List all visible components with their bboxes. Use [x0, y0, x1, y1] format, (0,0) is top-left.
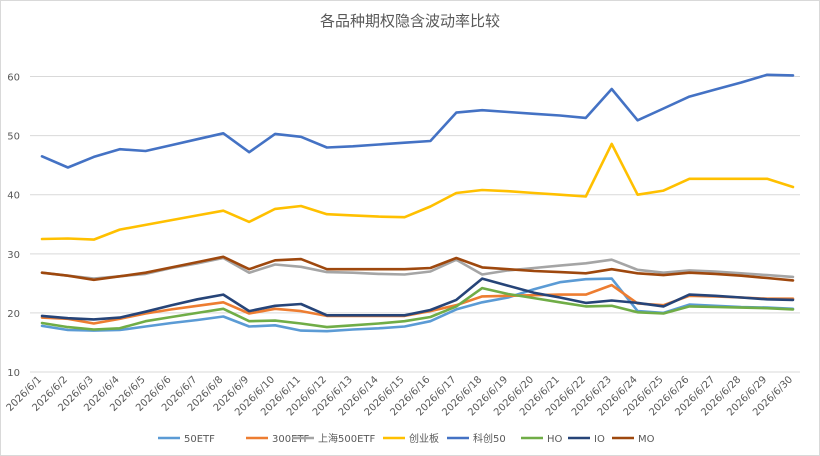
series-line-5 — [40, 286, 795, 331]
legend-label: 科创50 — [473, 432, 506, 445]
legend-label: HO — [547, 434, 563, 445]
series-lines — [40, 73, 795, 333]
series-line-0 — [40, 277, 795, 333]
y-tick-label: 50 — [7, 132, 20, 143]
legend-label: 50ETF — [184, 434, 215, 445]
legend-label: MO — [638, 434, 655, 445]
x-axis-ticks: 2026/6/12026/6/22026/6/32026/6/42026/6/5… — [5, 374, 796, 418]
chart-title: 各品种期权隐含波动率比较 — [319, 12, 500, 30]
series-line-6 — [40, 277, 795, 321]
y-tick-label: 20 — [7, 309, 20, 320]
y-tick-label: 10 — [7, 368, 20, 379]
legend-label: IO — [594, 434, 605, 445]
y-tick-label: 60 — [7, 73, 20, 84]
legend-label: 300ETF — [272, 434, 310, 445]
gridlines — [30, 76, 800, 373]
series-line-3 — [40, 142, 795, 241]
y-axis-ticks: 10 20 30 40 50 60 — [7, 73, 20, 379]
y-tick-label: 30 — [7, 250, 20, 261]
series-line-4 — [40, 73, 795, 169]
legend-label: 上海500ETF — [318, 432, 376, 445]
legend: 50ETF 300ETF 上海500ETF 创业板 科创50 HO IO MO — [158, 432, 655, 445]
legend-label: 创业板 — [409, 432, 439, 445]
y-tick-label: 40 — [7, 191, 20, 202]
series-line-7 — [40, 255, 795, 282]
series-line-1 — [40, 283, 795, 325]
